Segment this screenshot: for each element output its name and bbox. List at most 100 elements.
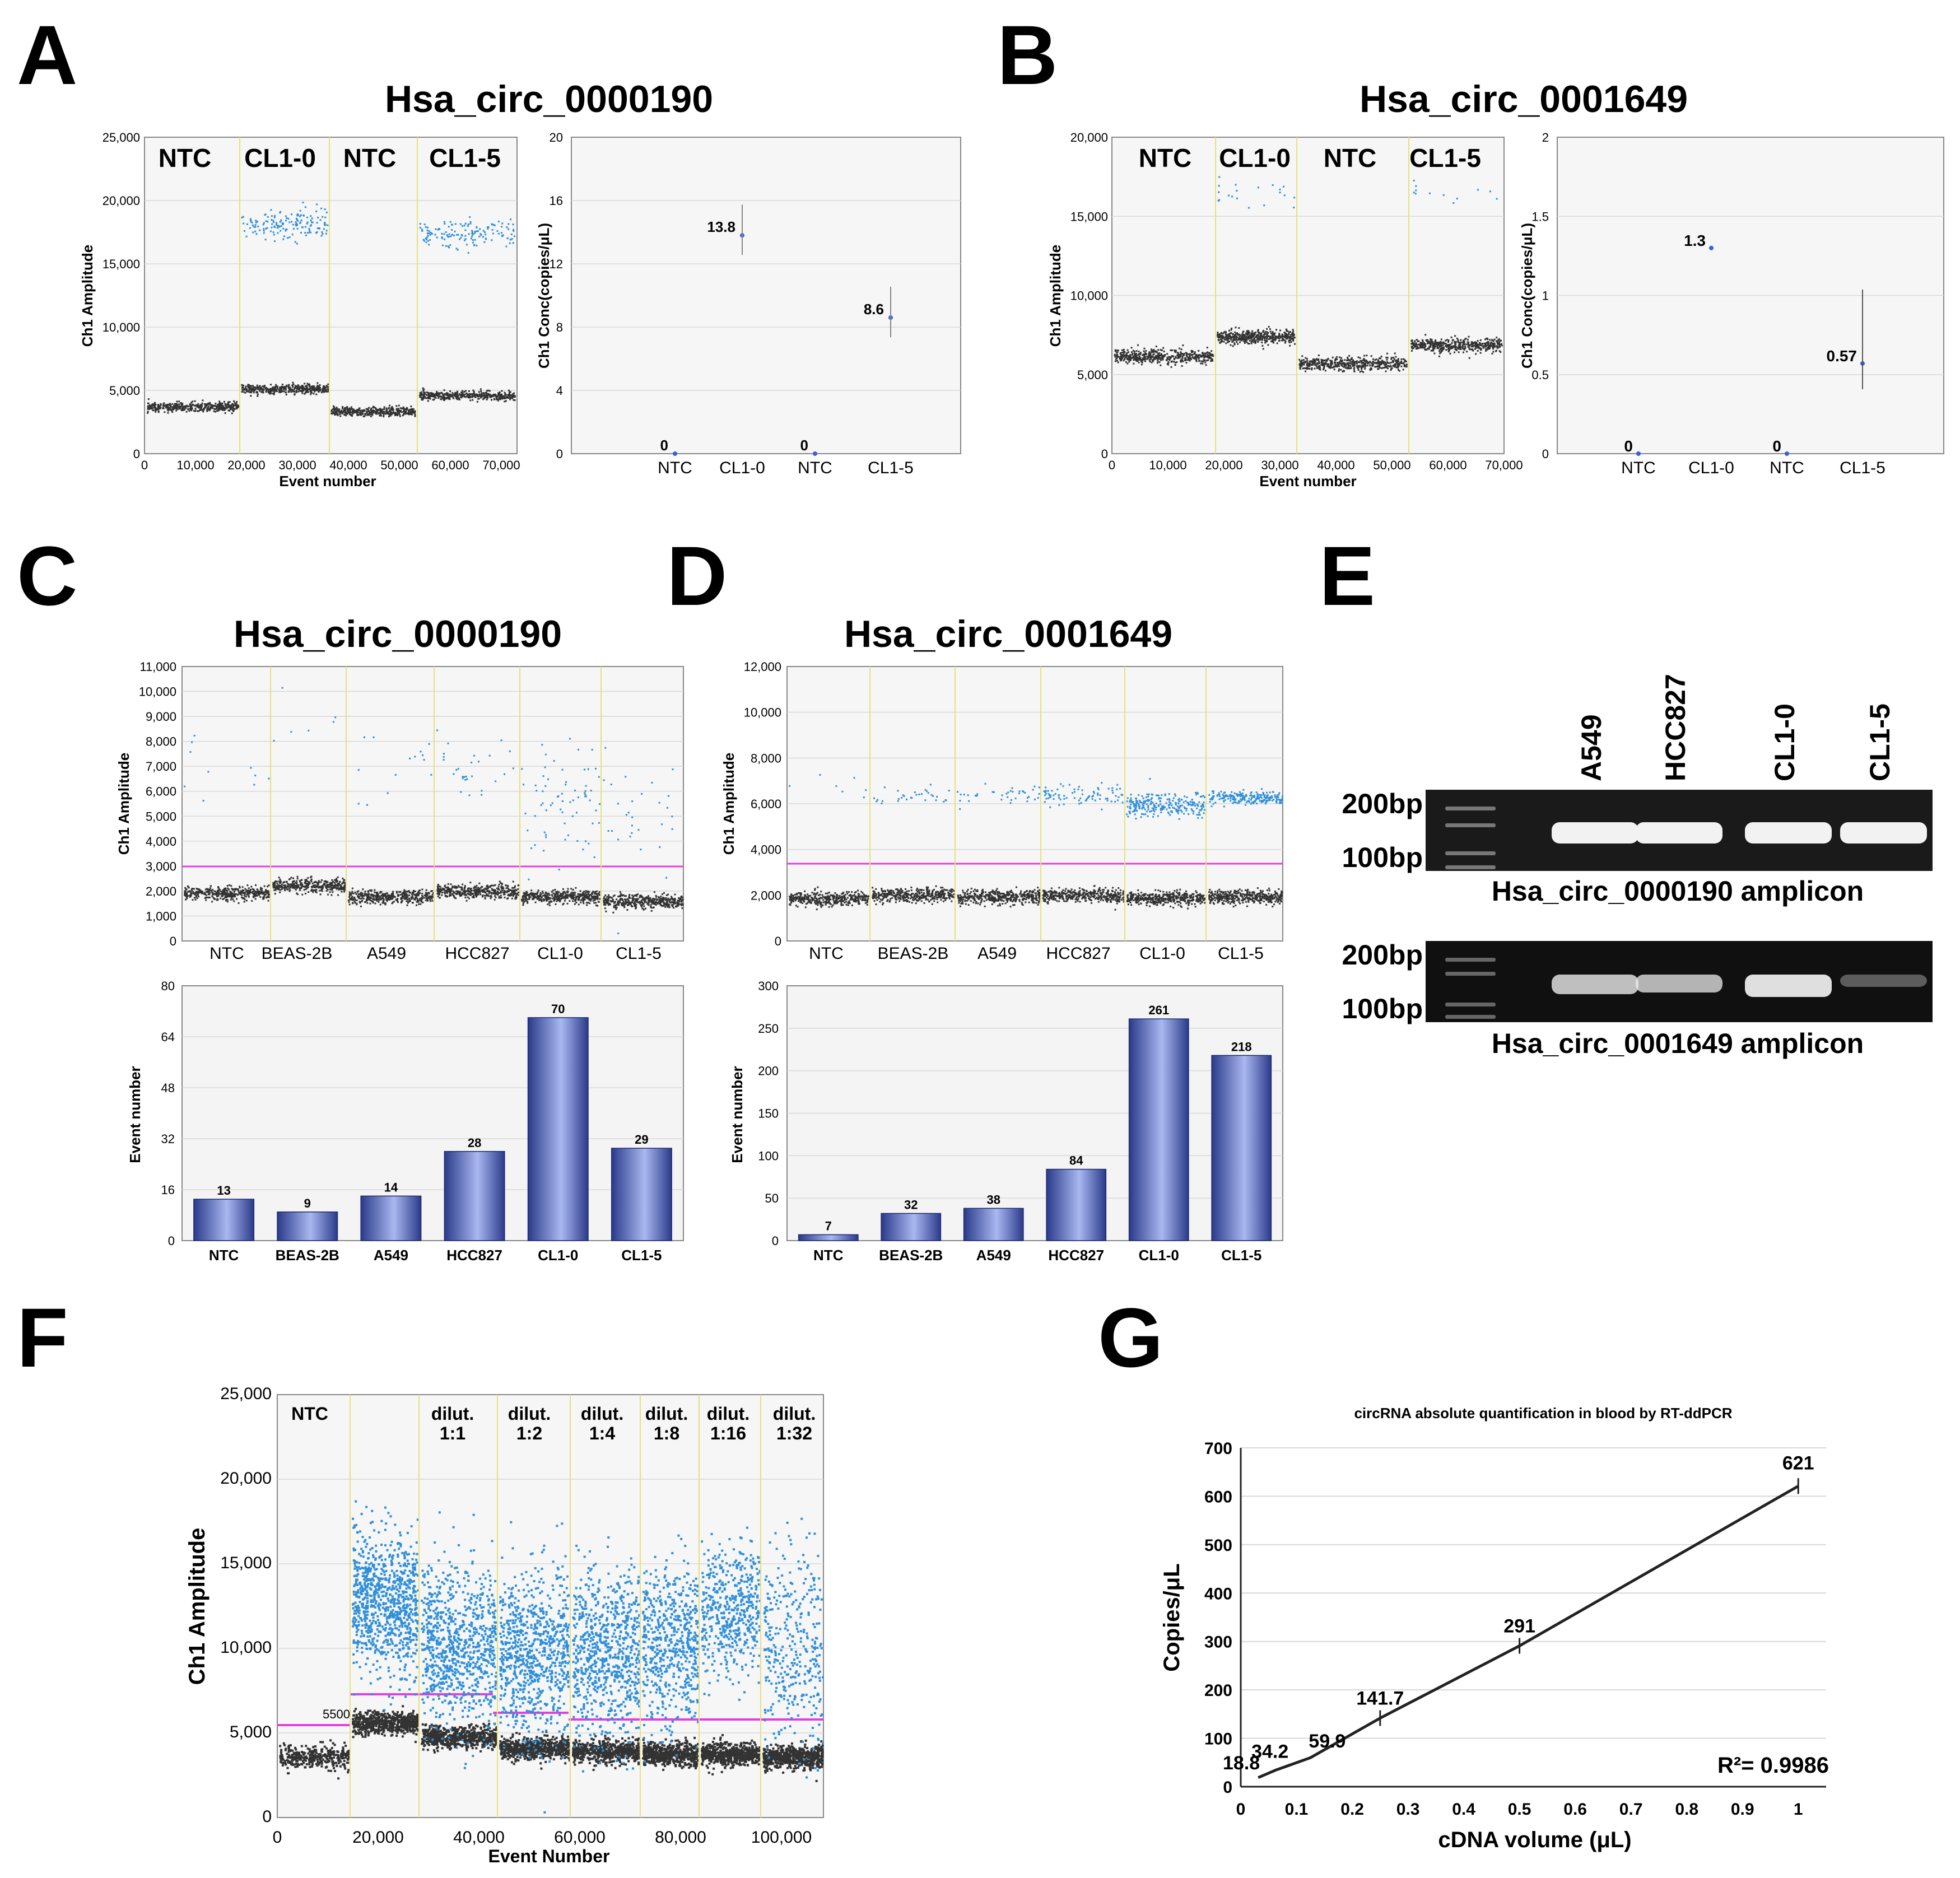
positive-droplet [184, 786, 185, 787]
x-tick-labels: 0 10,000 20,000 30,000 40,000 50,000 60,000 70,… [1109, 458, 1523, 472]
negative-droplet [160, 404, 161, 406]
negative-droplet [331, 879, 333, 881]
positive-droplet [277, 227, 278, 229]
negative-droplet [327, 384, 329, 385]
negative-droplet [1294, 343, 1296, 345]
negative-droplet [1120, 357, 1121, 359]
negative-droplet [1180, 355, 1181, 357]
negative-droplet [1292, 335, 1293, 337]
negative-droplet [1401, 362, 1403, 364]
positive-droplet [274, 215, 276, 217]
negative-droplet [1210, 360, 1212, 362]
negative-droplet [1253, 341, 1255, 343]
positive-droplet [295, 221, 297, 223]
negative-droplet [299, 888, 301, 889]
negative-droplet [1310, 364, 1311, 365]
negative-droplet [306, 880, 308, 882]
negative-droplet [1317, 358, 1319, 360]
negative-droplet [293, 384, 295, 385]
negative-droplet [241, 391, 243, 393]
negative-droplet [1314, 360, 1316, 361]
negative-droplet [379, 415, 380, 417]
negative-droplet [1279, 340, 1281, 342]
negative-droplet [1416, 348, 1417, 349]
negative-droplet [432, 399, 434, 400]
negative-droplet [314, 388, 316, 389]
positive-droplet [253, 784, 255, 785]
x-tick-label: 70,000 [482, 458, 520, 472]
positive-droplet [266, 220, 267, 222]
positive-droplet [310, 224, 312, 226]
negative-droplet [1198, 350, 1199, 352]
negative-droplet [332, 409, 333, 411]
negative-droplet [1305, 370, 1306, 372]
negative-droplet [1334, 366, 1336, 367]
negative-droplet [1298, 359, 1300, 361]
negative-droplet [1157, 349, 1159, 351]
negative-droplet [313, 393, 315, 394]
positive-droplet [259, 230, 260, 231]
negative-droplet [291, 389, 293, 391]
positive-droplet [257, 221, 258, 222]
negative-droplet [213, 898, 215, 900]
negative-droplet [342, 413, 343, 414]
positive-droplet [434, 234, 436, 236]
negative-droplet [393, 412, 394, 413]
negative-droplet [1346, 367, 1348, 369]
negative-droplet [1458, 346, 1460, 348]
negative-droplet [1206, 360, 1208, 361]
negative-droplet [236, 401, 238, 403]
negative-droplet [1267, 344, 1269, 346]
negative-droplet [1496, 337, 1497, 338]
negative-droplet [1400, 366, 1402, 367]
negative-droplet [1477, 344, 1479, 346]
positive-droplet [273, 231, 274, 233]
negative-droplet [373, 409, 374, 411]
negative-droplet [250, 395, 252, 397]
positive-droplet [279, 212, 281, 213]
negative-droplet [485, 397, 487, 398]
negative-droplet [1493, 343, 1495, 344]
well-label: NTC [343, 143, 397, 173]
negative-droplet [1394, 366, 1396, 367]
positive-droplet [254, 231, 256, 232]
negative-droplet [1395, 356, 1396, 358]
negative-droplet [369, 413, 371, 414]
negative-droplet [1454, 341, 1455, 343]
negative-droplet [288, 388, 290, 390]
positive-droplet [513, 230, 514, 232]
negative-droplet [1288, 342, 1290, 343]
negative-droplet [1464, 343, 1465, 344]
negative-droplet [1418, 340, 1419, 342]
negative-droplet [1428, 348, 1430, 349]
negative-droplet [1207, 359, 1209, 361]
negative-droplet [199, 409, 201, 411]
negative-droplet [376, 409, 378, 411]
negative-droplet [1174, 358, 1175, 360]
negative-droplet [514, 396, 516, 398]
negative-droplet [209, 403, 211, 405]
negative-droplet [1149, 361, 1151, 362]
negative-droplet [367, 413, 369, 415]
negative-droplet [1454, 335, 1456, 337]
negative-droplet [477, 401, 478, 403]
negative-droplet [164, 411, 165, 413]
negative-droplet [462, 395, 464, 397]
negative-droplet [419, 394, 421, 396]
positive-droplet [427, 230, 429, 231]
negative-droplet [1236, 341, 1237, 343]
positive-droplet [421, 230, 423, 232]
negative-droplet [288, 384, 290, 386]
positive-droplet [478, 236, 480, 237]
negative-droplet [285, 389, 287, 391]
positive-droplet [438, 228, 440, 230]
negative-droplet [313, 385, 314, 387]
negative-droplet [1303, 359, 1305, 361]
y-tick-label: 1,000 [146, 909, 176, 923]
negative-droplet [1497, 342, 1499, 344]
x-tick-labels: 0 10,000 20,000 30,000 40,000 50,000 60,000 70,… [141, 458, 520, 472]
negative-droplet [205, 889, 207, 891]
positive-droplet [1413, 180, 1415, 181]
negative-droplet [421, 393, 423, 395]
negative-droplet [431, 395, 433, 397]
